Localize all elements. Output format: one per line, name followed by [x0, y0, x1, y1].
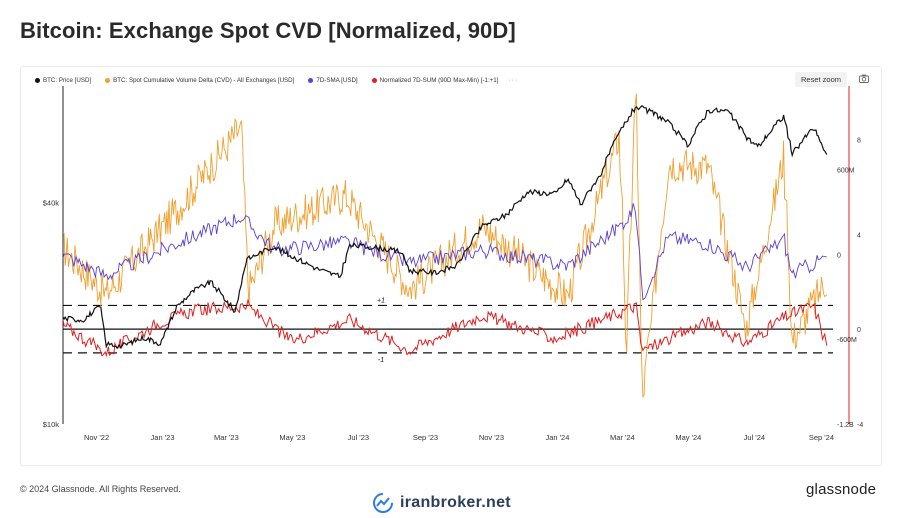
x-tick-label: Nov '22 [84, 433, 109, 442]
brand-watermark: iranbroker.net [372, 492, 511, 514]
y-norm-tick-label: 8 [857, 137, 861, 144]
reference-label: -1 [378, 357, 384, 364]
sma-series-line [62, 203, 827, 301]
copyright-text: © 2024 Glassnode. All Rights Reserved. [20, 484, 181, 494]
legend-more-button[interactable]: ··· [508, 76, 519, 84]
chart-panel: BTC: Price [USD] BTC: Spot Cumulative Vo… [20, 66, 882, 466]
reset-zoom-button[interactable]: Reset zoom [795, 72, 848, 87]
y-cvd-tick-label: -1.2B [837, 422, 854, 429]
y-left-tick-label: $40k [43, 199, 60, 208]
glassnode-logo: glassnode [806, 481, 877, 498]
y-norm-tick-label: 4 [857, 232, 861, 239]
x-tick-label: Mar '23 [214, 433, 239, 442]
page-title: Bitcoin: Exchange Spot CVD [Normalized, … [20, 18, 516, 43]
y-norm-tick-label: 0 [857, 327, 861, 334]
brand-icon [373, 493, 393, 513]
camera-icon[interactable] [859, 74, 869, 83]
y-norm-tick-label: -4 [857, 422, 863, 429]
x-tick-label: Mar '24 [610, 433, 635, 442]
x-tick-label: May '24 [675, 433, 701, 442]
chart-legend: BTC: Price [USD] BTC: Spot Cumulative Vo… [21, 73, 518, 87]
legend-dot-sma [308, 77, 314, 83]
legend-item-sma[interactable]: 7D-SMA [USD] [308, 76, 358, 84]
y-cvd-tick-label: -600M [837, 337, 857, 344]
chart-canvas: Nov '22 Jan '23 Mar '23 May '23 Jul '23 Sep '… [43, 86, 863, 442]
y-cvd-tick-label: 0 [837, 252, 841, 259]
legend-label-price: BTC: Price [USD] [43, 76, 92, 84]
x-tick-label: Jan '23 [151, 433, 175, 442]
legend-dot-cvd [105, 77, 111, 83]
x-tick-label: Jul '23 [348, 433, 369, 442]
legend-item-price[interactable]: BTC: Price [USD] [35, 77, 91, 84]
legend-label-sma: 7D-SMA [USD] [316, 76, 358, 84]
reference-label: +1 [377, 297, 385, 304]
x-tick-label: Sep '24 [809, 433, 834, 442]
brand-name: iranbroker.net [400, 494, 511, 511]
x-tick-label: Sep '23 [413, 433, 438, 442]
cvd-series-line [62, 93, 828, 398]
x-tick-label: Jul '24 [744, 433, 765, 442]
x-tick-label: May '23 [279, 433, 305, 442]
x-tick-label: Nov '23 [479, 433, 504, 442]
legend-item-cvd[interactable]: BTC: Spot Cumulative Volume Delta (CVD) … [105, 77, 294, 84]
legend-label-cvd: BTC: Spot Cumulative Volume Delta (CVD) … [113, 76, 295, 84]
legend-label-normalized: Normalized 7D-SUM (90D Max-Min) [-1:+1] [379, 76, 499, 84]
y-cvd-tick-label: 600M [837, 168, 855, 175]
normalized-series-line [62, 298, 828, 358]
x-tick-label: Jan '24 [545, 433, 569, 442]
legend-dot-normalized [371, 77, 377, 83]
y-left-tick-label: $10k [43, 420, 60, 429]
legend-item-normalized[interactable]: Normalized 7D-SUM (90D Max-Min) [-1:+1] [371, 76, 499, 84]
legend-dot-price [35, 77, 40, 83]
price-series-line [62, 105, 828, 350]
